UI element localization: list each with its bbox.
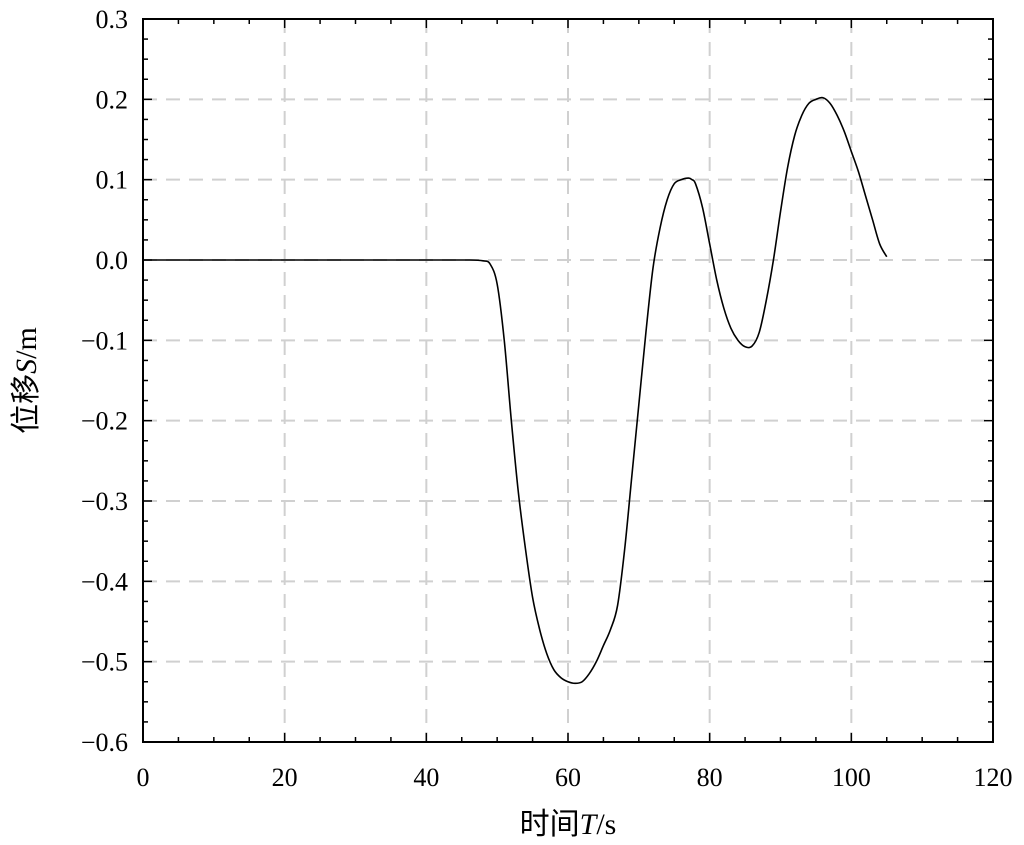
y-tick-label: −0.4 bbox=[81, 567, 128, 596]
y-tick-label: 0.3 bbox=[96, 5, 129, 34]
displacement-curve bbox=[143, 96, 888, 685]
x-tick-label: 100 bbox=[832, 763, 871, 792]
x-tick-label: 20 bbox=[272, 763, 298, 792]
y-axis-title: 位移S/m bbox=[10, 327, 43, 434]
y-axis-title-prefix: 位移 bbox=[10, 374, 43, 434]
y-tick-label: −0.6 bbox=[81, 728, 128, 757]
x-tick-label: 60 bbox=[555, 763, 581, 792]
x-axis-title-unit: /s bbox=[596, 808, 616, 841]
y-axis-title-unit: /m bbox=[10, 327, 43, 359]
plot-area bbox=[143, 96, 888, 685]
y-axis-title-var: S bbox=[10, 359, 43, 374]
grid-lines bbox=[143, 19, 993, 742]
minor-ticks bbox=[143, 19, 993, 742]
y-tick-label: −0.5 bbox=[81, 648, 128, 677]
y-tick-label: 0.0 bbox=[96, 246, 129, 275]
plot-frame bbox=[142, 18, 994, 743]
y-tick-label: −0.3 bbox=[81, 487, 128, 516]
y-tick-label: 0.2 bbox=[96, 85, 129, 114]
x-tick-label: 120 bbox=[974, 763, 1013, 792]
y-axis-ticks: 0.3 0.2 0.1 0.0 −0.1 −0.2 −0.3 −0.4 −0.5 −0.6 bbox=[81, 5, 993, 757]
x-axis-ticks: 0 20 40 60 80 100 120 bbox=[137, 19, 1013, 792]
x-tick-label: 40 bbox=[413, 763, 439, 792]
y-tick-label: 0.1 bbox=[96, 166, 129, 195]
x-tick-label: 80 bbox=[697, 763, 723, 792]
x-axis-title: 时间T/s bbox=[520, 808, 617, 841]
y-tick-label: −0.2 bbox=[81, 407, 128, 436]
x-axis-title-prefix: 时间 bbox=[520, 808, 580, 841]
y-tick-label: −0.1 bbox=[81, 326, 128, 355]
x-tick-label: 0 bbox=[137, 763, 150, 792]
x-axis-title-var: T bbox=[580, 808, 599, 841]
